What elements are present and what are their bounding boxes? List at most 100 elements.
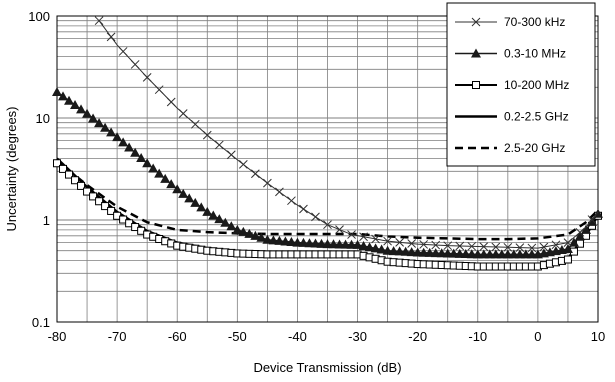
x-marker-stroke [263, 178, 272, 188]
x-marker-stroke [311, 212, 320, 222]
x-marker-stroke [587, 215, 597, 224]
data-point-marker [71, 176, 80, 185]
x-marker-stroke [275, 187, 284, 197]
x-marker-stroke [383, 236, 392, 246]
data-point-marker [275, 187, 284, 197]
x-marker-stroke [491, 242, 501, 252]
data-point-marker [443, 241, 453, 251]
data-point-marker [76, 104, 87, 114]
x-marker-stroke [154, 85, 164, 95]
data-point-marker [53, 159, 61, 168]
data-point-marker [250, 230, 261, 240]
data-point-marker [586, 216, 597, 226]
x-marker-stroke [323, 220, 332, 230]
x-marker-stroke [118, 47, 128, 56]
data-point-marker [268, 235, 279, 245]
data-point-marker [515, 243, 525, 252]
x-marker-stroke [479, 242, 489, 251]
data-point-marker [419, 240, 429, 249]
data-point-marker [370, 243, 381, 253]
data-point-marker [575, 227, 585, 237]
data-point-marker [148, 163, 159, 173]
x-marker-stroke [299, 204, 308, 214]
data-point-marker [136, 153, 147, 163]
x-marker-stroke [551, 240, 561, 250]
y-tick-label: 0.1 [32, 315, 50, 330]
x-marker-stroke [190, 119, 200, 129]
legend: 70-300 kHz 0.3-10 MHz 10-200 MHz 0.2-2.5 GH… [446, 2, 596, 167]
data-point-marker [214, 214, 225, 224]
data-point-marker [112, 132, 123, 142]
x-tick-label: -50 [228, 329, 247, 344]
data-point-marker [124, 142, 135, 152]
data-point-marker [562, 243, 573, 253]
data-point-marker [280, 236, 291, 246]
y-tick-label: 100 [28, 9, 50, 24]
data-point-marker [95, 197, 104, 206]
x-marker-stroke [471, 17, 481, 27]
data-point-marker [107, 206, 116, 215]
x-tick-label: -10 [468, 329, 487, 344]
series-0-3-10-mhz [52, 86, 603, 259]
x-marker-stroke [238, 160, 248, 169]
series-line [56, 159, 599, 241]
data-point-marker [455, 241, 465, 251]
x-tick-label: -40 [288, 329, 307, 344]
x-marker-stroke [347, 230, 356, 239]
data-point-marker [65, 170, 74, 179]
x-tick-label: -60 [168, 329, 187, 344]
data-point-marker [106, 127, 117, 137]
series-70-300-khz [94, 16, 599, 253]
data-point-marker [431, 240, 441, 250]
data-point-marker [286, 237, 297, 247]
data-point-marker [118, 137, 129, 147]
legend-label: 70-300 kHz [504, 15, 565, 29]
data-point-marker [244, 228, 255, 238]
legend-item: 2.5-20 GHz [455, 141, 565, 155]
data-point-marker [383, 236, 392, 246]
plot-frame [56, 15, 599, 323]
x-marker-stroke [563, 238, 573, 247]
data-point-marker [503, 242, 513, 252]
data-point-marker [101, 202, 110, 211]
data-point-marker [130, 147, 141, 157]
data-point-marker [77, 181, 86, 190]
x-marker-stroke [431, 240, 441, 250]
data-point-marker [232, 224, 243, 234]
data-point-marker [251, 169, 260, 179]
data-point-marker [256, 232, 267, 242]
data-point-marker [166, 97, 176, 107]
legend-marker [471, 17, 481, 27]
data-point-marker [274, 235, 285, 245]
legend-label: 2.5-20 GHz [504, 141, 565, 155]
data-point-marker [220, 217, 231, 227]
x-marker-stroke [395, 238, 404, 247]
data-point-marker [479, 242, 489, 251]
data-point-marker [358, 241, 369, 251]
data-point-marker [89, 192, 98, 201]
x-marker-stroke [335, 225, 344, 234]
data-point-marker [580, 224, 591, 234]
legend-label: 0.3-10 MHz [504, 47, 566, 61]
x-marker-stroke [142, 73, 152, 82]
series-10-200-mhz [53, 159, 602, 271]
data-point-marker [88, 113, 99, 123]
data-point-marker [376, 244, 387, 254]
x-marker-stroke [539, 242, 549, 252]
legend-item: 70-300 kHz [455, 15, 565, 29]
data-point-marker [371, 234, 380, 244]
data-point-marker [262, 234, 273, 244]
data-point-marker [130, 60, 140, 69]
legend-marker [472, 81, 480, 89]
legend-item: 10-200 MHz [455, 78, 569, 92]
data-point-marker [574, 231, 585, 241]
x-marker-stroke [527, 243, 537, 253]
x-marker-stroke [515, 243, 525, 252]
data-point-marker [202, 130, 212, 140]
data-point-marker [160, 173, 171, 183]
x-axis-label: Device Transmission (dB) [253, 360, 401, 375]
x-marker-stroke [359, 232, 368, 242]
data-point-marker [59, 164, 68, 173]
x-marker-stroke [251, 169, 260, 179]
